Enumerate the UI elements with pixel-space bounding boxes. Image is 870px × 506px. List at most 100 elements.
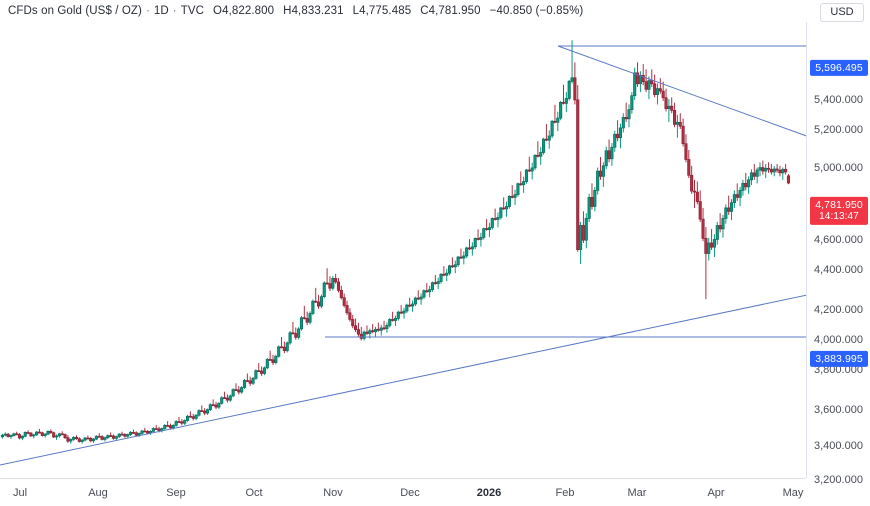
candle-body — [727, 207, 731, 212]
candle — [191, 413, 195, 421]
candle — [217, 402, 221, 409]
candle-body — [781, 168, 785, 174]
candle — [208, 403, 212, 412]
symbol-name[interactable]: CFDs on Gold (US$ / OZ) — [8, 5, 142, 17]
candle — [684, 134, 688, 163]
candle-body — [3, 433, 7, 436]
candle-body — [653, 83, 657, 95]
candle — [396, 310, 400, 321]
last-price-label[interactable]: 4,781.950 14:13:47 — [810, 196, 868, 226]
candle-body — [482, 228, 486, 238]
time-axis[interactable]: Jul Aug Sep Oct Nov Dec 2026 Feb Mar Apr May — [0, 478, 806, 506]
drawings-group[interactable] — [0, 45, 806, 466]
candle-body — [410, 303, 415, 307]
chart-plot-area[interactable] — [0, 22, 806, 478]
candle-body — [467, 247, 472, 250]
candle-body — [479, 237, 483, 240]
candle-body — [137, 433, 141, 436]
candle — [342, 293, 346, 308]
candles-group — [0, 40, 791, 444]
candle-body — [288, 332, 292, 344]
candle — [3, 432, 7, 437]
candle-body — [678, 121, 682, 127]
candle — [17, 433, 22, 440]
price-axis[interactable]: 5,400.000 5,200.000 5,000.000 4,600.000 4,40… — [806, 22, 870, 486]
candle — [134, 431, 138, 437]
candle-body — [97, 435, 101, 438]
candle-body — [183, 420, 187, 424]
candle — [111, 434, 116, 440]
candle — [479, 232, 483, 247]
exchange-label[interactable]: TVC — [180, 5, 205, 17]
resistance-price-label[interactable]: 5,596.495 — [810, 59, 868, 77]
candle — [655, 83, 660, 105]
candle — [331, 275, 335, 291]
candle-body — [442, 273, 446, 276]
candle-body — [692, 190, 697, 193]
candle-body — [345, 305, 349, 314]
candle — [334, 273, 338, 284]
candle — [519, 171, 523, 186]
price-tick: 4,200.000 — [814, 304, 863, 316]
ohlc-open: O4,822.800 — [213, 5, 274, 17]
candle-body — [724, 207, 728, 219]
candle — [524, 168, 529, 184]
currency-badge[interactable]: USD — [820, 3, 864, 22]
candle-body — [322, 282, 326, 298]
candle-body — [49, 430, 53, 434]
support-price-label[interactable]: 3,883.995 — [810, 350, 868, 368]
price-tick: 3,200.000 — [814, 474, 863, 486]
candle-body — [655, 88, 660, 95]
candle — [205, 408, 210, 415]
candle-body — [752, 172, 756, 177]
candle-body — [319, 296, 323, 307]
candle — [89, 436, 93, 443]
price-tick: 4,600.000 — [814, 234, 863, 246]
candle-body — [607, 150, 611, 160]
candle-body — [54, 435, 59, 438]
candle-body — [712, 239, 716, 248]
candle — [211, 399, 215, 407]
descending-trendline[interactable] — [557, 45, 806, 138]
interval-label[interactable]: 1D — [153, 5, 169, 17]
candle-body — [268, 359, 272, 361]
price-tick: 5,400.000 — [814, 94, 863, 106]
candle-body — [368, 330, 372, 334]
candle — [117, 433, 121, 439]
candle-body — [425, 290, 429, 293]
candle-body — [544, 138, 548, 141]
candle — [140, 429, 144, 435]
candle-body — [354, 325, 358, 330]
candle-body — [684, 143, 688, 160]
candle — [100, 435, 104, 441]
ascending-trendline[interactable] — [0, 294, 806, 466]
candle — [428, 285, 432, 298]
candle-body — [439, 273, 443, 282]
candle-body — [351, 319, 355, 327]
candle — [433, 274, 437, 285]
candle-body — [715, 225, 719, 240]
candle — [408, 297, 412, 308]
candle — [627, 104, 631, 128]
candle-body — [334, 278, 338, 283]
candle-body — [579, 225, 583, 250]
candle-body — [140, 430, 144, 434]
candle — [467, 239, 472, 250]
candle-body — [194, 414, 198, 419]
candle — [94, 435, 98, 441]
candle-body — [573, 77, 577, 101]
candle — [279, 336, 284, 349]
candle-body — [519, 183, 523, 186]
candle — [282, 341, 286, 354]
candle — [319, 294, 323, 309]
candle-body — [741, 183, 745, 191]
candle-body — [359, 333, 363, 339]
candle-body — [769, 168, 773, 173]
candle — [710, 228, 714, 250]
candle — [154, 425, 158, 430]
candle-body — [282, 346, 286, 352]
candle-body — [670, 105, 674, 111]
candle — [26, 430, 30, 435]
candle-body — [260, 370, 264, 374]
candle — [348, 308, 352, 322]
